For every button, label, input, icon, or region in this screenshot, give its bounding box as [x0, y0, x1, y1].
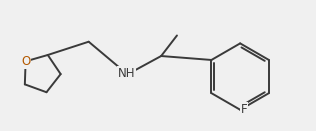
Text: NH: NH — [118, 67, 135, 80]
Text: F: F — [241, 103, 247, 116]
Text: O: O — [21, 55, 30, 68]
